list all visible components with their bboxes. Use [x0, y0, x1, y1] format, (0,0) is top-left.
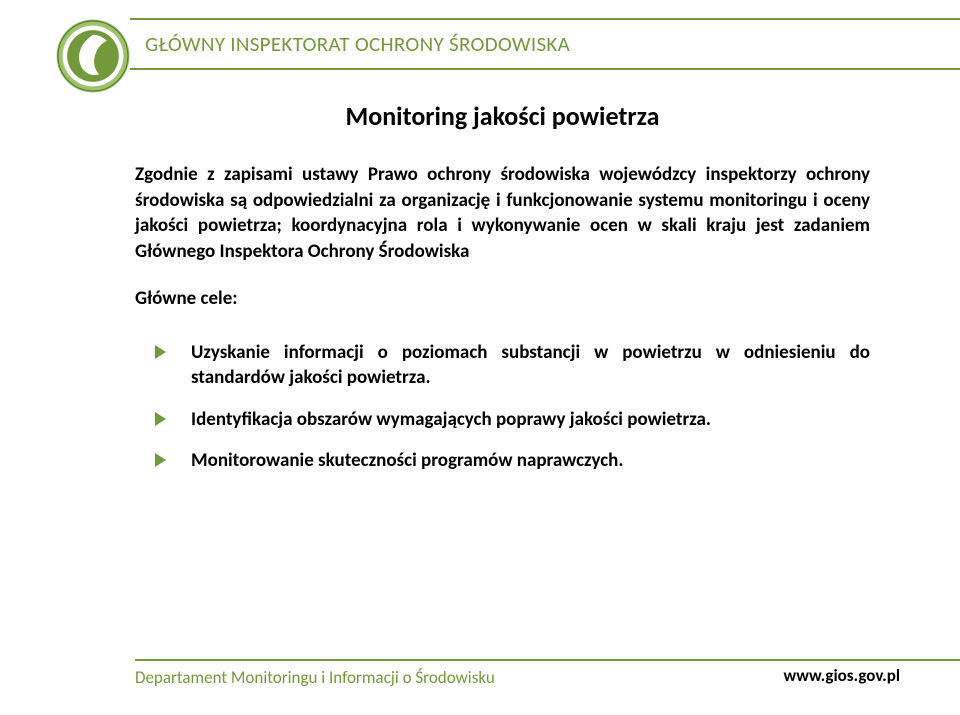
- list-item: Monitorowanie skuteczności programów nap…: [155, 448, 870, 474]
- list-item-text: Identyfikacja obszarów wymagających popr…: [191, 408, 711, 431]
- triangle-bullet-icon: [155, 412, 166, 426]
- list-item-text: Monitorowanie skuteczności programów nap…: [191, 449, 623, 472]
- page-title: Monitoring jakości powietrza: [135, 100, 870, 132]
- document-body: Monitoring jakości powietrza Zgodnie z z…: [135, 100, 870, 490]
- gios-logo: [55, 18, 131, 94]
- list-item-text: Uzyskanie informacji o poziomach substan…: [191, 341, 870, 390]
- intro-paragraph: Zgodnie z zapisami ustawy Prawo ochrony …: [135, 162, 870, 265]
- list-item: Identyfikacja obszarów wymagających popr…: [155, 407, 870, 433]
- footer: Departament Monitoringu i Informacji o Ś…: [0, 659, 960, 693]
- goals-label: Główne cele:: [135, 287, 870, 310]
- list-item: Uzyskanie informacji o poziomach substan…: [155, 340, 870, 391]
- triangle-bullet-icon: [155, 453, 166, 467]
- footer-url: www.gios.gov.pl: [783, 665, 900, 686]
- footer-rule-line: [135, 659, 960, 661]
- footer-department: Departament Monitoringu i Informacji o Ś…: [135, 667, 495, 688]
- goals-list: Uzyskanie informacji o poziomach substan…: [135, 340, 870, 475]
- triangle-bullet-icon: [155, 345, 166, 359]
- header: GŁÓWNY INSPEKTORAT OCHRONY ŚRODOWISKA: [0, 18, 960, 70]
- org-name: GŁÓWNY INSPEKTORAT OCHRONY ŚRODOWISKA: [145, 18, 570, 70]
